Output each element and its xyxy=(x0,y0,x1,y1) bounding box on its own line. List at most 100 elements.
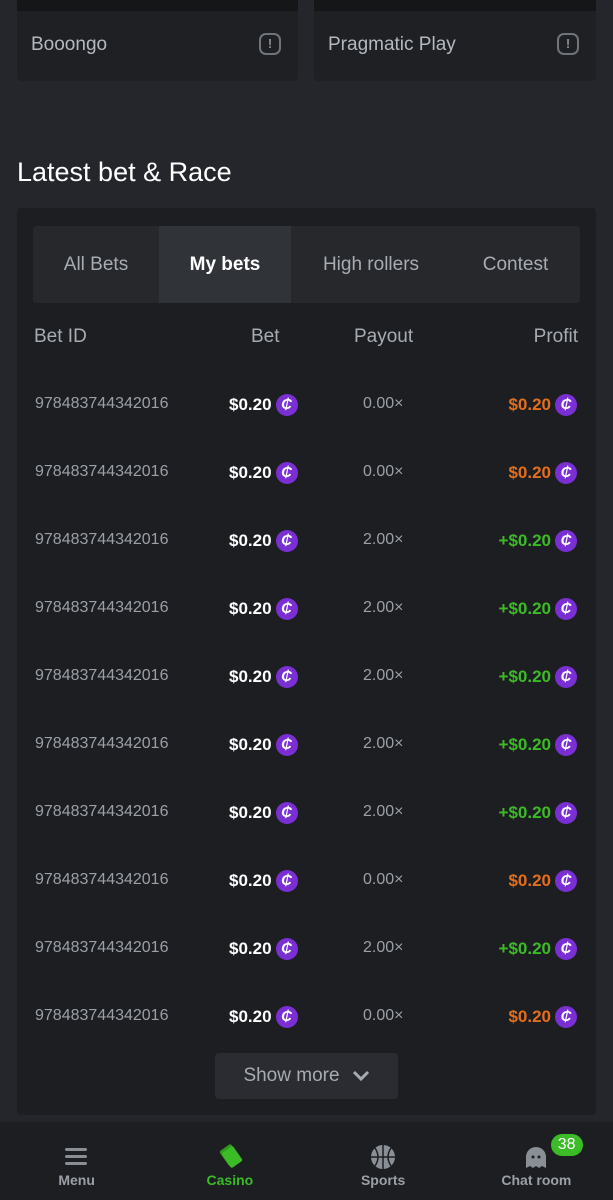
bet-amount: $0.20 ₵ xyxy=(229,462,298,484)
bet-value: $0.20 xyxy=(229,599,272,618)
nav-label: Chat room xyxy=(501,1172,572,1188)
payout: 2.00× xyxy=(363,531,404,548)
table-row[interactable]: 978483744342016 $0.20 ₵ 0.00× $0.20 ₵ xyxy=(17,998,596,1038)
bet-amount: $0.20 ₵ xyxy=(229,802,298,824)
provider-card-pragmatic-play[interactable]: Pragmatic Play ! xyxy=(314,0,596,81)
nav-label: Menu xyxy=(58,1172,95,1188)
nav-chat-room[interactable]: Chat room 38 xyxy=(460,1122,613,1200)
table-row[interactable]: 978483744342016 $0.20 ₵ 2.00× +$0.20 ₵ xyxy=(17,658,596,698)
bet-value: $0.20 xyxy=(229,803,272,822)
profit: $0.20 ₵ xyxy=(508,1006,577,1028)
provider-card-booongo[interactable]: Booongo ! xyxy=(17,0,298,81)
bet-amount: $0.20 ₵ xyxy=(229,666,298,688)
coin-icon: ₵ xyxy=(555,802,577,824)
table-row[interactable]: 978483744342016 $0.20 ₵ 2.00× +$0.20 ₵ xyxy=(17,930,596,970)
provider-image xyxy=(17,0,298,11)
coin-icon: ₵ xyxy=(555,666,577,688)
bet-id: 978483744342016 xyxy=(35,939,169,956)
provider-image xyxy=(314,0,596,11)
profit-value: +$0.20 xyxy=(498,599,551,618)
menu-icon xyxy=(64,1148,87,1165)
bet-id: 978483744342016 xyxy=(35,599,169,616)
tab-contest[interactable]: Contest xyxy=(482,253,549,275)
bet-id: 978483744342016 xyxy=(35,463,169,480)
table-row[interactable]: 978483744342016 $0.20 ₵ 0.00× $0.20 ₵ xyxy=(17,862,596,902)
bet-value: $0.20 xyxy=(229,871,272,890)
table-row[interactable]: 978483744342016 $0.20 ₵ 2.00× +$0.20 ₵ xyxy=(17,522,596,562)
info-icon[interactable]: ! xyxy=(557,33,579,55)
info-icon[interactable]: ! xyxy=(259,33,281,55)
chevron-down-icon xyxy=(352,1070,369,1082)
profit: +$0.20 ₵ xyxy=(499,598,577,620)
profit-value: +$0.20 xyxy=(498,735,551,754)
bet-value: $0.20 xyxy=(229,531,272,550)
bet-amount: $0.20 ₵ xyxy=(229,530,298,552)
profit: +$0.20 ₵ xyxy=(499,938,577,960)
col-bet: Bet xyxy=(251,326,280,347)
payout: 2.00× xyxy=(363,735,404,752)
nav-sports[interactable]: Sports xyxy=(307,1122,460,1200)
payout: 0.00× xyxy=(363,871,404,888)
bet-amount: $0.20 ₵ xyxy=(229,394,298,416)
coin-icon: ₵ xyxy=(275,734,298,756)
coin-icon: ₵ xyxy=(555,462,577,484)
table-row[interactable]: 978483744342016 $0.20 ₵ 0.00× $0.20 ₵ xyxy=(17,386,596,426)
payout: 2.00× xyxy=(363,803,404,820)
bet-amount: $0.20 ₵ xyxy=(229,734,298,756)
profit: +$0.20 ₵ xyxy=(499,530,577,552)
payout: 2.00× xyxy=(363,599,404,616)
bet-tabs: All Bets My bets High rollers Contest xyxy=(33,226,580,303)
coin-icon: ₵ xyxy=(555,938,577,960)
profit: +$0.20 ₵ xyxy=(499,666,577,688)
tab-my-bets[interactable]: My bets xyxy=(159,226,291,303)
bet-id: 978483744342016 xyxy=(35,735,169,752)
profit: $0.20 ₵ xyxy=(508,462,577,484)
nav-casino[interactable]: Casino xyxy=(153,1122,306,1200)
table-row[interactable]: 978483744342016 $0.20 ₵ 2.00× +$0.20 ₵ xyxy=(17,794,596,834)
coin-icon: ₵ xyxy=(275,394,298,416)
payout: 2.00× xyxy=(363,667,404,684)
bet-value: $0.20 xyxy=(229,939,272,958)
coin-icon: ₵ xyxy=(275,598,298,620)
coin-icon: ₵ xyxy=(555,734,577,756)
nav-menu[interactable]: Menu xyxy=(0,1122,153,1200)
basketball-icon xyxy=(371,1145,396,1169)
tab-all-bets[interactable]: All Bets xyxy=(63,253,129,275)
coin-icon: ₵ xyxy=(275,870,298,892)
bet-id: 978483744342016 xyxy=(35,395,169,412)
payout: 0.00× xyxy=(363,463,404,480)
show-more-button[interactable]: Show more xyxy=(215,1053,398,1099)
bottom-nav: Menu Casino Sports Chat room 38 xyxy=(0,1122,613,1200)
bet-id: 978483744342016 xyxy=(35,1007,169,1024)
provider-name: Pragmatic Play xyxy=(328,34,456,55)
bet-amount: $0.20 ₵ xyxy=(229,938,298,960)
table-row[interactable]: 978483744342016 $0.20 ₵ 2.00× +$0.20 ₵ xyxy=(17,726,596,766)
table-row[interactable]: 978483744342016 $0.20 ₵ 2.00× +$0.20 ₵ xyxy=(17,590,596,630)
coin-icon: ₵ xyxy=(555,530,577,552)
coin-icon: ₵ xyxy=(275,1006,298,1028)
coin-icon: ₵ xyxy=(275,666,298,688)
cards-icon xyxy=(219,1144,242,1168)
profit: +$0.20 ₵ xyxy=(499,734,577,756)
provider-name: Booongo xyxy=(31,34,108,55)
coin-icon: ₵ xyxy=(275,462,298,484)
bet-id: 978483744342016 xyxy=(35,871,169,888)
profit-value: +$0.20 xyxy=(498,531,551,550)
profit-value: +$0.20 xyxy=(498,803,551,822)
bet-value: $0.20 xyxy=(229,667,272,686)
bet-id: 978483744342016 xyxy=(35,667,169,684)
table-row[interactable]: 978483744342016 $0.20 ₵ 0.00× $0.20 ₵ xyxy=(17,454,596,494)
bet-amount: $0.20 ₵ xyxy=(229,1006,298,1028)
bet-amount: $0.20 ₵ xyxy=(229,870,298,892)
coin-icon: ₵ xyxy=(555,1006,577,1028)
show-more-label: Show more xyxy=(243,1065,340,1086)
profit-value: $0.20 xyxy=(508,395,551,414)
coin-icon: ₵ xyxy=(275,802,298,824)
coin-icon: ₵ xyxy=(555,394,577,416)
tab-high-rollers[interactable]: High rollers xyxy=(322,253,420,275)
profit: $0.20 ₵ xyxy=(508,870,577,892)
payout: 2.00× xyxy=(363,939,404,956)
coin-icon: ₵ xyxy=(275,938,298,960)
col-bet-id: Bet ID xyxy=(34,326,87,347)
col-payout: Payout xyxy=(354,326,414,347)
